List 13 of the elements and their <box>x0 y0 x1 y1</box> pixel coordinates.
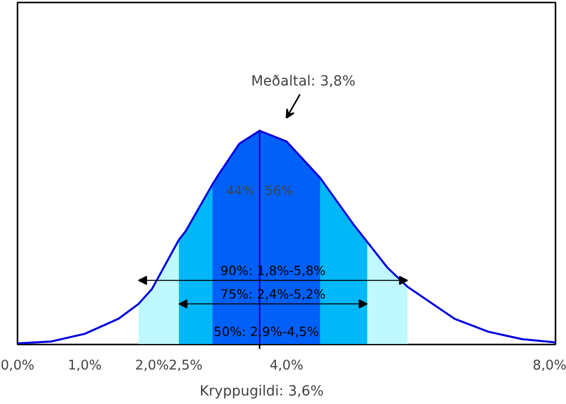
annotation: 56% <box>264 183 294 198</box>
annotation: Kryppugildi: 3,6% <box>200 384 324 400</box>
x-tick-label: 1,0% <box>68 358 102 374</box>
x-tick-label: 2,5% <box>168 358 203 374</box>
annotation: 90%: 1,8%-5,8% <box>220 262 326 278</box>
annotation: 44% <box>226 183 254 198</box>
annotation: 50%: 2,9%-4,5% <box>214 324 319 340</box>
x-tick-label: 0,0% <box>0 358 34 374</box>
annotation: 75%: 2,4%-5,2% <box>220 286 326 302</box>
annotation: Meðaltal: 3,8% <box>251 74 356 90</box>
x-tick-label: 4,0% <box>270 358 304 374</box>
x-tick-label: 2,0% <box>135 358 169 374</box>
x-tick-label: 8,0% <box>532 358 566 374</box>
